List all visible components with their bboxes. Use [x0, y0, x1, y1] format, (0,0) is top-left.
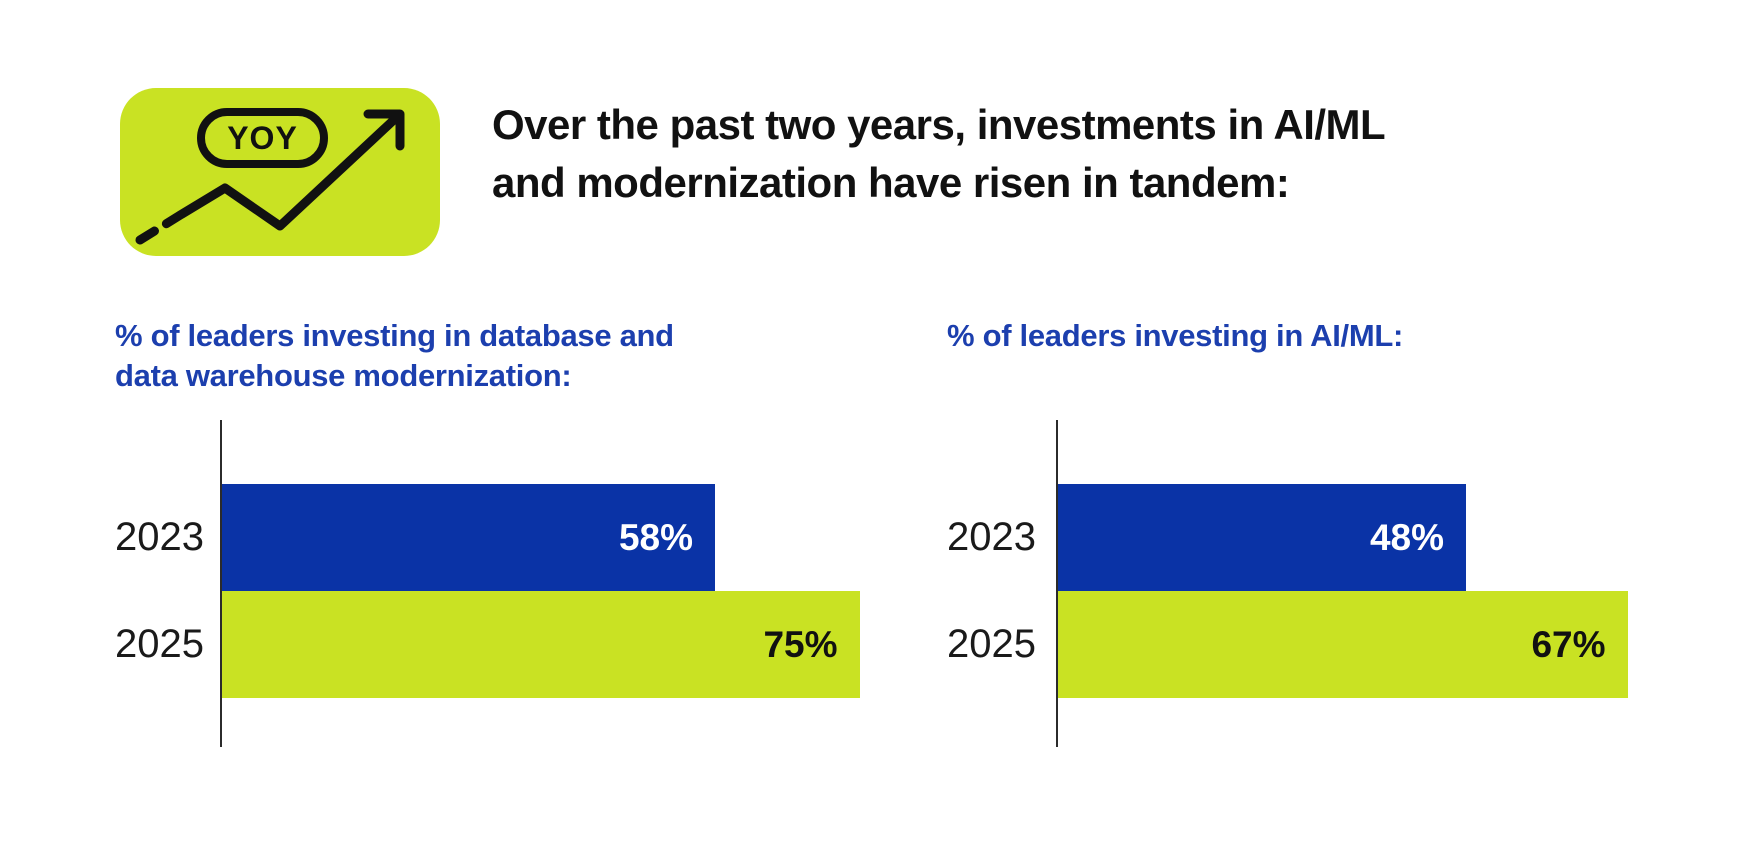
- value-label-2023: 48%: [1369, 516, 1444, 558]
- yoy-label-pill: YOY: [197, 108, 328, 168]
- bar-2025: 67%: [1058, 591, 1628, 698]
- page-title-line-1: Over the past two years, investments in …: [492, 101, 1386, 148]
- chart-title-line-1: % of leaders investing in database and: [115, 318, 674, 353]
- yoy-label: YOY: [227, 119, 298, 156]
- bar-2023: 48%: [1058, 484, 1466, 591]
- value-label-2025: 67%: [1531, 623, 1606, 665]
- chart-modernization: % of leaders investing in database and d…: [115, 316, 895, 764]
- chart-modernization-title: % of leaders investing in database and d…: [115, 316, 815, 396]
- bar-2025: 75%: [222, 591, 860, 698]
- y-axis-line: [220, 420, 222, 747]
- category-label-2023: 2023: [947, 515, 1036, 559]
- chart-aiml: % of leaders investing in AI/ML: 2023 48…: [947, 316, 1667, 764]
- value-label-2025: 75%: [763, 623, 838, 665]
- plot-area: 2023 58% 2025 75%: [115, 316, 895, 764]
- value-label-2023: 58%: [618, 516, 693, 558]
- category-label-2023: 2023: [115, 515, 204, 559]
- category-label-2025: 2025: [115, 622, 204, 666]
- chart-title-line-2: data warehouse modernization:: [115, 358, 572, 393]
- plot-area: 2023 48% 2025 67%: [947, 316, 1667, 764]
- chart-aiml-title: % of leaders investing in AI/ML:: [947, 316, 1647, 356]
- y-axis-line: [1056, 420, 1058, 747]
- chart-title-line-1: % of leaders investing in AI/ML:: [947, 318, 1404, 353]
- trend-arrow-icon: [135, 109, 405, 245]
- page-title: Over the past two years, investments in …: [492, 96, 1472, 212]
- yoy-trend-icon: YOY: [120, 88, 440, 256]
- bar-2023: 58%: [222, 484, 715, 591]
- category-label-2025: 2025: [947, 622, 1036, 666]
- page-title-line-2: and modernization have risen in tandem:: [492, 159, 1290, 206]
